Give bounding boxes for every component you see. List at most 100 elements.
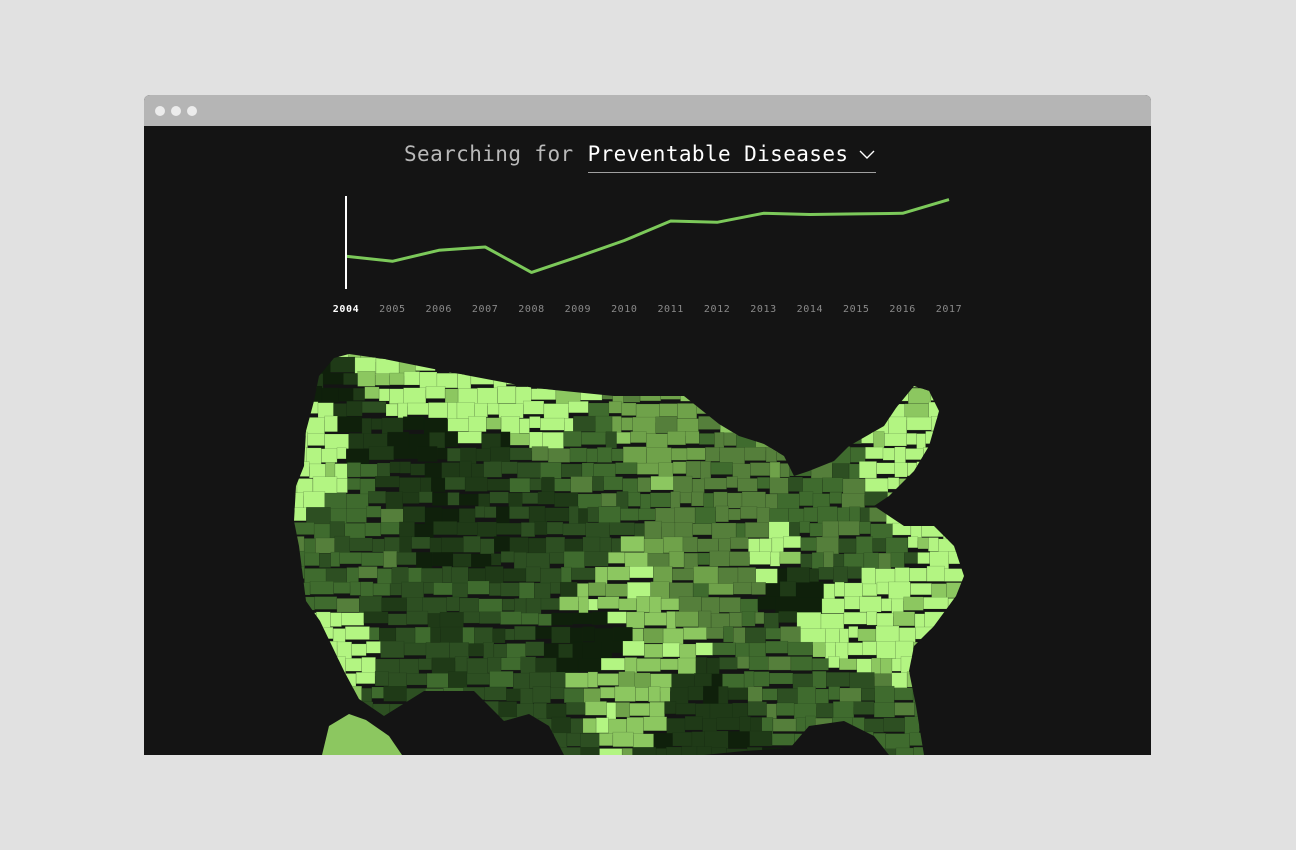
county-shape[interactable] [643,716,667,731]
county-shape[interactable] [632,416,657,435]
county-shape[interactable] [675,703,696,715]
county-shape[interactable] [509,433,530,446]
county-shape[interactable] [500,416,520,434]
county-shape[interactable] [336,478,348,493]
county-shape[interactable] [712,642,736,656]
county-shape[interactable] [862,583,878,597]
county-shape[interactable] [677,657,697,676]
county-shape[interactable] [608,401,622,414]
county-shape[interactable] [357,701,374,715]
county-shape[interactable] [907,536,919,549]
county-shape[interactable] [540,357,565,370]
county-shape[interactable] [624,657,638,674]
county-shape[interactable] [418,491,433,504]
county-shape[interactable] [515,357,531,374]
county-shape[interactable] [646,433,668,450]
county-shape[interactable] [696,746,712,755]
county-shape[interactable] [943,522,958,541]
county-shape[interactable] [706,627,724,640]
county-shape[interactable] [425,642,450,660]
county-shape[interactable] [779,401,802,416]
county-shape[interactable] [601,493,617,507]
window-dot-icon[interactable] [171,106,181,116]
county-shape[interactable] [474,403,488,418]
county-shape[interactable] [752,401,770,421]
county-shape[interactable] [726,476,738,488]
county-shape[interactable] [360,581,374,598]
county-shape[interactable] [585,701,607,716]
county-shape[interactable] [536,372,554,390]
county-shape[interactable] [706,657,720,676]
county-shape[interactable] [948,341,964,353]
year-tick-label[interactable]: 2007 [472,304,498,315]
county-shape[interactable] [894,687,914,701]
county-shape[interactable] [601,356,617,370]
county-shape[interactable] [347,462,361,478]
county-shape[interactable] [744,356,763,373]
county-shape[interactable] [481,701,499,720]
county-shape[interactable] [857,628,877,642]
county-shape[interactable] [364,522,382,537]
county-shape[interactable] [816,703,834,718]
county-shape[interactable] [457,431,482,444]
county-shape[interactable] [501,461,518,474]
county-shape[interactable] [490,356,505,371]
county-shape[interactable] [822,477,844,493]
county-shape[interactable] [965,643,979,656]
county-shape[interactable] [421,568,443,583]
county-shape[interactable] [380,522,400,535]
county-shape[interactable] [958,672,976,686]
county-shape[interactable] [653,566,673,584]
county-shape[interactable] [565,702,586,715]
county-shape[interactable] [636,658,661,672]
county-shape[interactable] [799,521,811,534]
county-shape[interactable] [663,536,684,554]
county-shape[interactable] [876,343,896,357]
county-shape[interactable] [506,688,521,702]
county-shape[interactable] [797,686,816,707]
county-shape[interactable] [812,418,836,433]
county-shape[interactable] [667,341,683,353]
county-shape[interactable] [803,507,818,523]
county-shape[interactable] [530,357,541,375]
county-shape[interactable] [876,641,896,659]
county-shape[interactable] [977,747,990,755]
county-shape[interactable] [487,657,502,674]
county-shape[interactable] [770,551,781,567]
county-shape[interactable] [870,523,893,539]
county-shape[interactable] [433,521,458,535]
county-shape[interactable] [698,610,712,629]
county-shape[interactable] [579,357,603,369]
county-shape[interactable] [886,506,901,525]
county-shape[interactable] [659,403,678,417]
county-shape[interactable] [745,627,766,646]
year-tick-label[interactable]: 2012 [704,304,730,315]
county-shape[interactable] [364,386,380,399]
county-shape[interactable] [832,701,855,720]
county-shape[interactable] [614,372,636,391]
county-shape[interactable] [628,356,645,376]
county-shape[interactable] [637,477,651,493]
county-shape[interactable] [667,431,686,446]
county-shape[interactable] [981,657,992,672]
county-shape[interactable] [389,703,408,718]
county-shape[interactable] [363,611,389,624]
county-shape[interactable] [431,477,446,493]
county-shape[interactable] [385,403,399,417]
county-shape[interactable] [904,552,918,564]
county-shape[interactable] [850,447,866,463]
county-shape[interactable] [519,418,530,434]
county-shape[interactable] [467,580,490,595]
county-shape[interactable] [746,747,763,755]
county-shape[interactable] [358,595,382,614]
county-shape[interactable] [627,342,643,359]
county-shape[interactable] [864,718,884,733]
county-shape[interactable] [376,718,396,732]
county-shape[interactable] [452,553,472,568]
county-shape[interactable] [821,598,845,614]
county-shape[interactable] [981,359,999,377]
county-shape[interactable] [959,371,971,386]
county-shape[interactable] [366,505,382,518]
county-shape[interactable] [942,386,964,404]
county-shape[interactable] [919,718,944,732]
